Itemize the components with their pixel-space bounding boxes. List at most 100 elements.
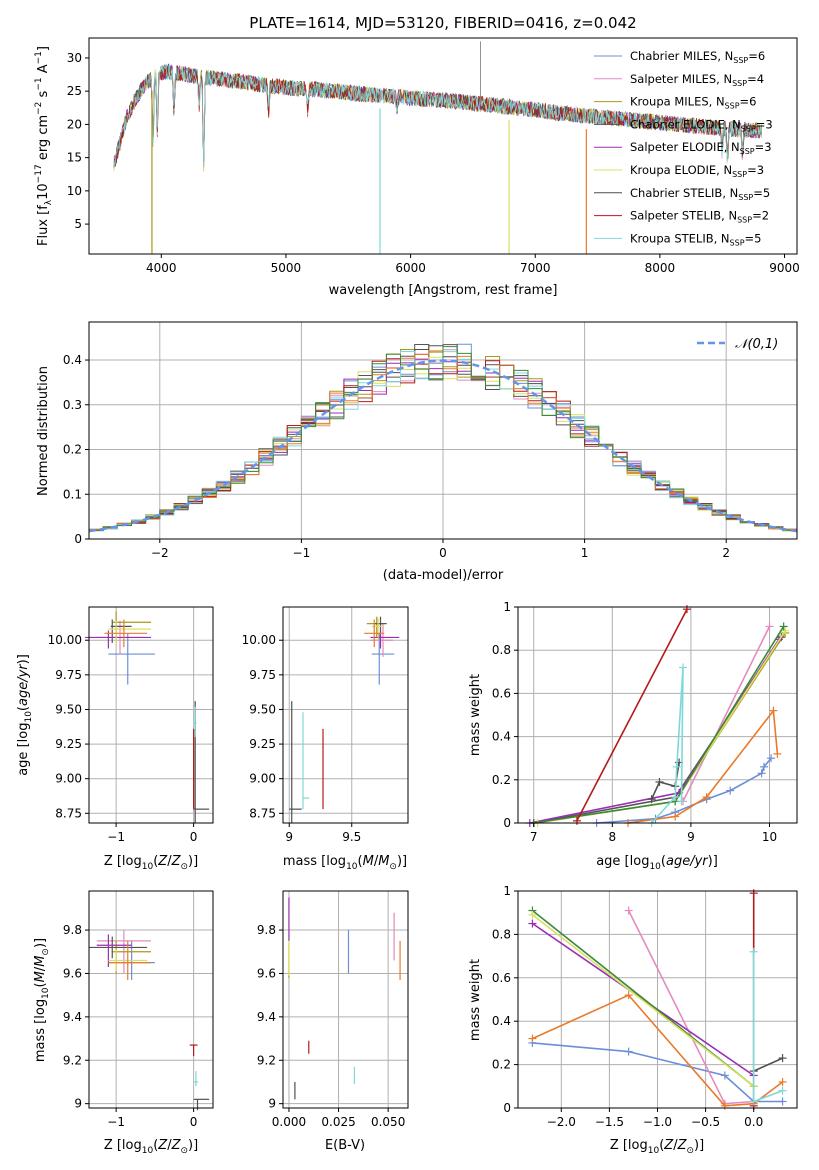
spectrum-xtick-label: 9000 [769, 261, 800, 275]
p-mwAge-line [533, 625, 785, 824]
p-ageM-ytick-label: 10.00 [242, 633, 276, 647]
residual-ytick-label: 0.4 [63, 353, 82, 367]
spectrum-legend-label: Kroupa ELODIE, NSSP=3 [630, 163, 764, 179]
p-ageM-ytick-label: 8.75 [249, 806, 276, 820]
p-ageM-ytick-label: 9.50 [249, 702, 276, 716]
p-massE-ytick-label: 9.2 [257, 1053, 276, 1067]
p-mwAge-line [529, 638, 780, 824]
p-massZ-ytick-label: 9.2 [63, 1053, 82, 1067]
legend-sub: SSP [725, 102, 740, 111]
p-ageZ-ytick-label: 9.50 [55, 702, 82, 716]
legend-sub: SSP [733, 56, 748, 65]
p-mwZ-ytick-label: 0.6 [492, 971, 511, 985]
p-mwZ-line [627, 910, 754, 1105]
residual-xlabel: (data-model)/error [383, 568, 504, 583]
spectrum-ytick-label: 25 [67, 84, 82, 98]
p-ageZ-ytick-label: 10.00 [48, 633, 82, 647]
age-vs-mass-panel: 9 9.5 8.75 9.00 9.25 9.50 9.75 10.00 mass [log1… [242, 606, 409, 872]
legend-sub: SSP [730, 238, 745, 247]
massweight-vs-age-xlabel: age [log10(age/yr)] [596, 854, 718, 872]
massweight-vs-age-ylabel: mass weight [468, 674, 483, 756]
p-ageZ-ytick-label: 8.75 [55, 806, 82, 820]
p-mwZ-line [531, 914, 755, 1087]
age-vs-mass-xlabel: mass [log10(M/M⊙)] [283, 854, 407, 872]
p-mwZ-ytick-label: 1 [503, 884, 511, 898]
p-mwZ-xtick-label: −0.5 [691, 1115, 720, 1129]
mass-vs-EBV-panel: 0.000 0.025 0.050 9 9.2 9.4 9.6 9.8 E(B-V) [257, 890, 409, 1153]
spectrum-xtick-label: 4000 [146, 261, 177, 275]
p-mwAge-ytick-label: 0.8 [492, 643, 511, 657]
legend-rest: =5 [745, 231, 762, 245]
residual-ytick-label: 0.1 [63, 487, 82, 501]
spectrum-frame [88, 37, 798, 255]
spectrum-xtick-label: 7000 [520, 261, 551, 275]
figure-title: PLATE=1614, MJD=53120, FIBERID=0416, z=0… [249, 14, 636, 32]
p-ageM-ytick-label: 9.75 [249, 668, 276, 682]
p-mwAge-ytick-label: 0.6 [492, 686, 511, 700]
massweight-vs-Z-panel: −2.0 −1.5 −1.0 −0.5 0.0 0 0.2 0.4 0.6 0.8 1 Z [log… [468, 884, 798, 1156]
spectrum-ylabel: Flux [fλ10−17 erg cm−2 s−1 A−1] [34, 46, 54, 246]
p-mwAge-line [576, 608, 688, 822]
legend-rest: =3 [747, 163, 764, 177]
legend-sub: SSP [732, 79, 747, 88]
p-mwAge-line [682, 626, 771, 802]
residual-xtick-label: −2 [151, 546, 169, 560]
residual-marks [88, 343, 798, 533]
spectrum-ytick-label: 20 [67, 117, 82, 131]
p-mwZ-line [752, 951, 783, 1103]
p-mwAge-xtick-label: 7 [530, 830, 538, 844]
legend-rest: =6 [740, 95, 757, 109]
residual-xtick-label: 2 [722, 546, 730, 560]
p-ageM-ytick-label: 9.00 [249, 772, 276, 786]
legend-normal-label: 𝒩(0,1) [735, 337, 778, 352]
spectrum-legend-label: Chabrier MILES, NSSP=6 [630, 49, 765, 65]
p-massZ-ytick-label: 9.4 [63, 1010, 82, 1024]
legend-rest: =4 [747, 72, 764, 86]
spectrum-legend-label: Salpeter MILES, NSSP=4 [630, 72, 764, 88]
age-vs-Z-ylabel: age [log10(age/yr)] [16, 654, 34, 776]
legend-sub: SSP [740, 147, 755, 156]
p-mwZ-xtick-label: −1.5 [595, 1115, 624, 1129]
spectrum-xtick-label: 6000 [395, 261, 426, 275]
spectrum-legend-label: Kroupa STELIB, NSSP=5 [630, 231, 761, 247]
legend-rest: =2 [752, 209, 769, 223]
mass-vs-EBV-xlabel: E(B-V) [325, 1138, 365, 1153]
p-massE-ytick-label: 9 [268, 1097, 276, 1111]
p-ageZ-ytick-label: 9.75 [55, 668, 82, 682]
spectrum-legend-label: Salpeter ELODIE, NSSP=3 [630, 140, 772, 156]
residual-legend: 𝒩(0,1) [697, 337, 778, 352]
spectrum-ytick-label: 10 [67, 184, 82, 198]
p-ageZ-ytick-label: 9.00 [55, 772, 82, 786]
spectrum-series-kroupa-stelib [113, 63, 762, 167]
legend-sub: SSP [738, 193, 753, 202]
residual-xtick-label: −1 [293, 546, 311, 560]
legend-rest: =3 [755, 140, 772, 154]
mass-vs-Z-ylabel: mass [log10(M/M⊙)] [33, 938, 51, 1062]
p-mwAge-xtick-label: 8 [608, 830, 616, 844]
p-massE-ytick-label: 9.4 [257, 1010, 276, 1024]
p-mwZ-ytick-label: 0 [503, 1101, 511, 1115]
spectrum-legend-label: Salpeter STELIB, NSSP=2 [630, 209, 769, 225]
p-mwZ-xtick-label: −1.0 [643, 1115, 672, 1129]
p-mwAge-xtick-label: 10 [762, 830, 777, 844]
legend-rest: =5 [753, 186, 770, 200]
mass-vs-Z-xlabel: Z [log10(Z/Z⊙)] [104, 1138, 198, 1156]
p-massE-xtick-label: 0.025 [321, 1115, 355, 1129]
spectrum-xlabel: wavelength [Angstrom, rest frame] [329, 283, 558, 298]
residual-ylabel: Normed distribution [36, 366, 51, 496]
spectrum-ytick-label: 5 [74, 217, 82, 231]
spectrum-legend-label: Kroupa MILES, NSSP=6 [630, 95, 756, 111]
p-mwZ-xtick-label: 0.0 [744, 1115, 763, 1129]
residual-ticks: −2 −1 0 1 2 0 0.1 0.2 0.3 0.4 [63, 353, 730, 560]
p-massZ-xtick-label: 0 [190, 1115, 198, 1129]
p-ageZ-xtick-label: 0 [190, 830, 198, 844]
spectrum-legend: Chabrier MILES, NSSP=6 Salpeter MILES, NS… [594, 49, 773, 247]
residual-ytick-label: 0 [74, 532, 82, 546]
residual-xtick-label: 1 [581, 546, 589, 560]
spectrum-ytick-label: 30 [67, 51, 82, 65]
p-ageM-ytick-label: 9.25 [249, 737, 276, 751]
p-mwAge-ytick-label: 0.4 [492, 730, 511, 744]
spectrum-ticks: 4000 5000 6000 7000 8000 9000 5 10 15 20 25 30 [67, 51, 800, 275]
